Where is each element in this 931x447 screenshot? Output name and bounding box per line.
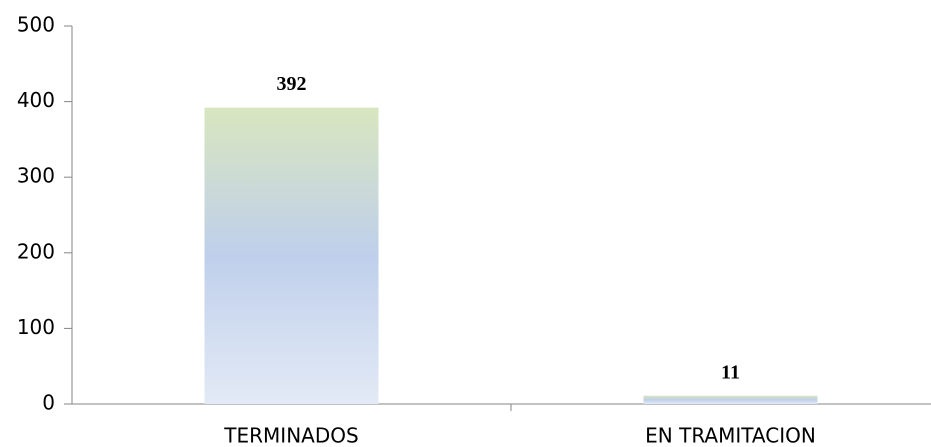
bar xyxy=(643,395,818,404)
data-label: 392 xyxy=(277,73,307,95)
bar xyxy=(204,107,379,404)
y-tick-label: 0 xyxy=(42,391,55,415)
data-label: 11 xyxy=(721,361,740,383)
y-tick-label: 100 xyxy=(17,315,55,339)
y-tick-label: 300 xyxy=(17,164,55,188)
x-tick-label: EN TRAMITACION xyxy=(645,424,816,447)
x-tick-label: TERMINADOS xyxy=(223,424,358,447)
y-tick-label: 500 xyxy=(17,13,55,37)
y-tick-label: 200 xyxy=(17,239,55,263)
y-tick-label: 400 xyxy=(17,88,55,112)
